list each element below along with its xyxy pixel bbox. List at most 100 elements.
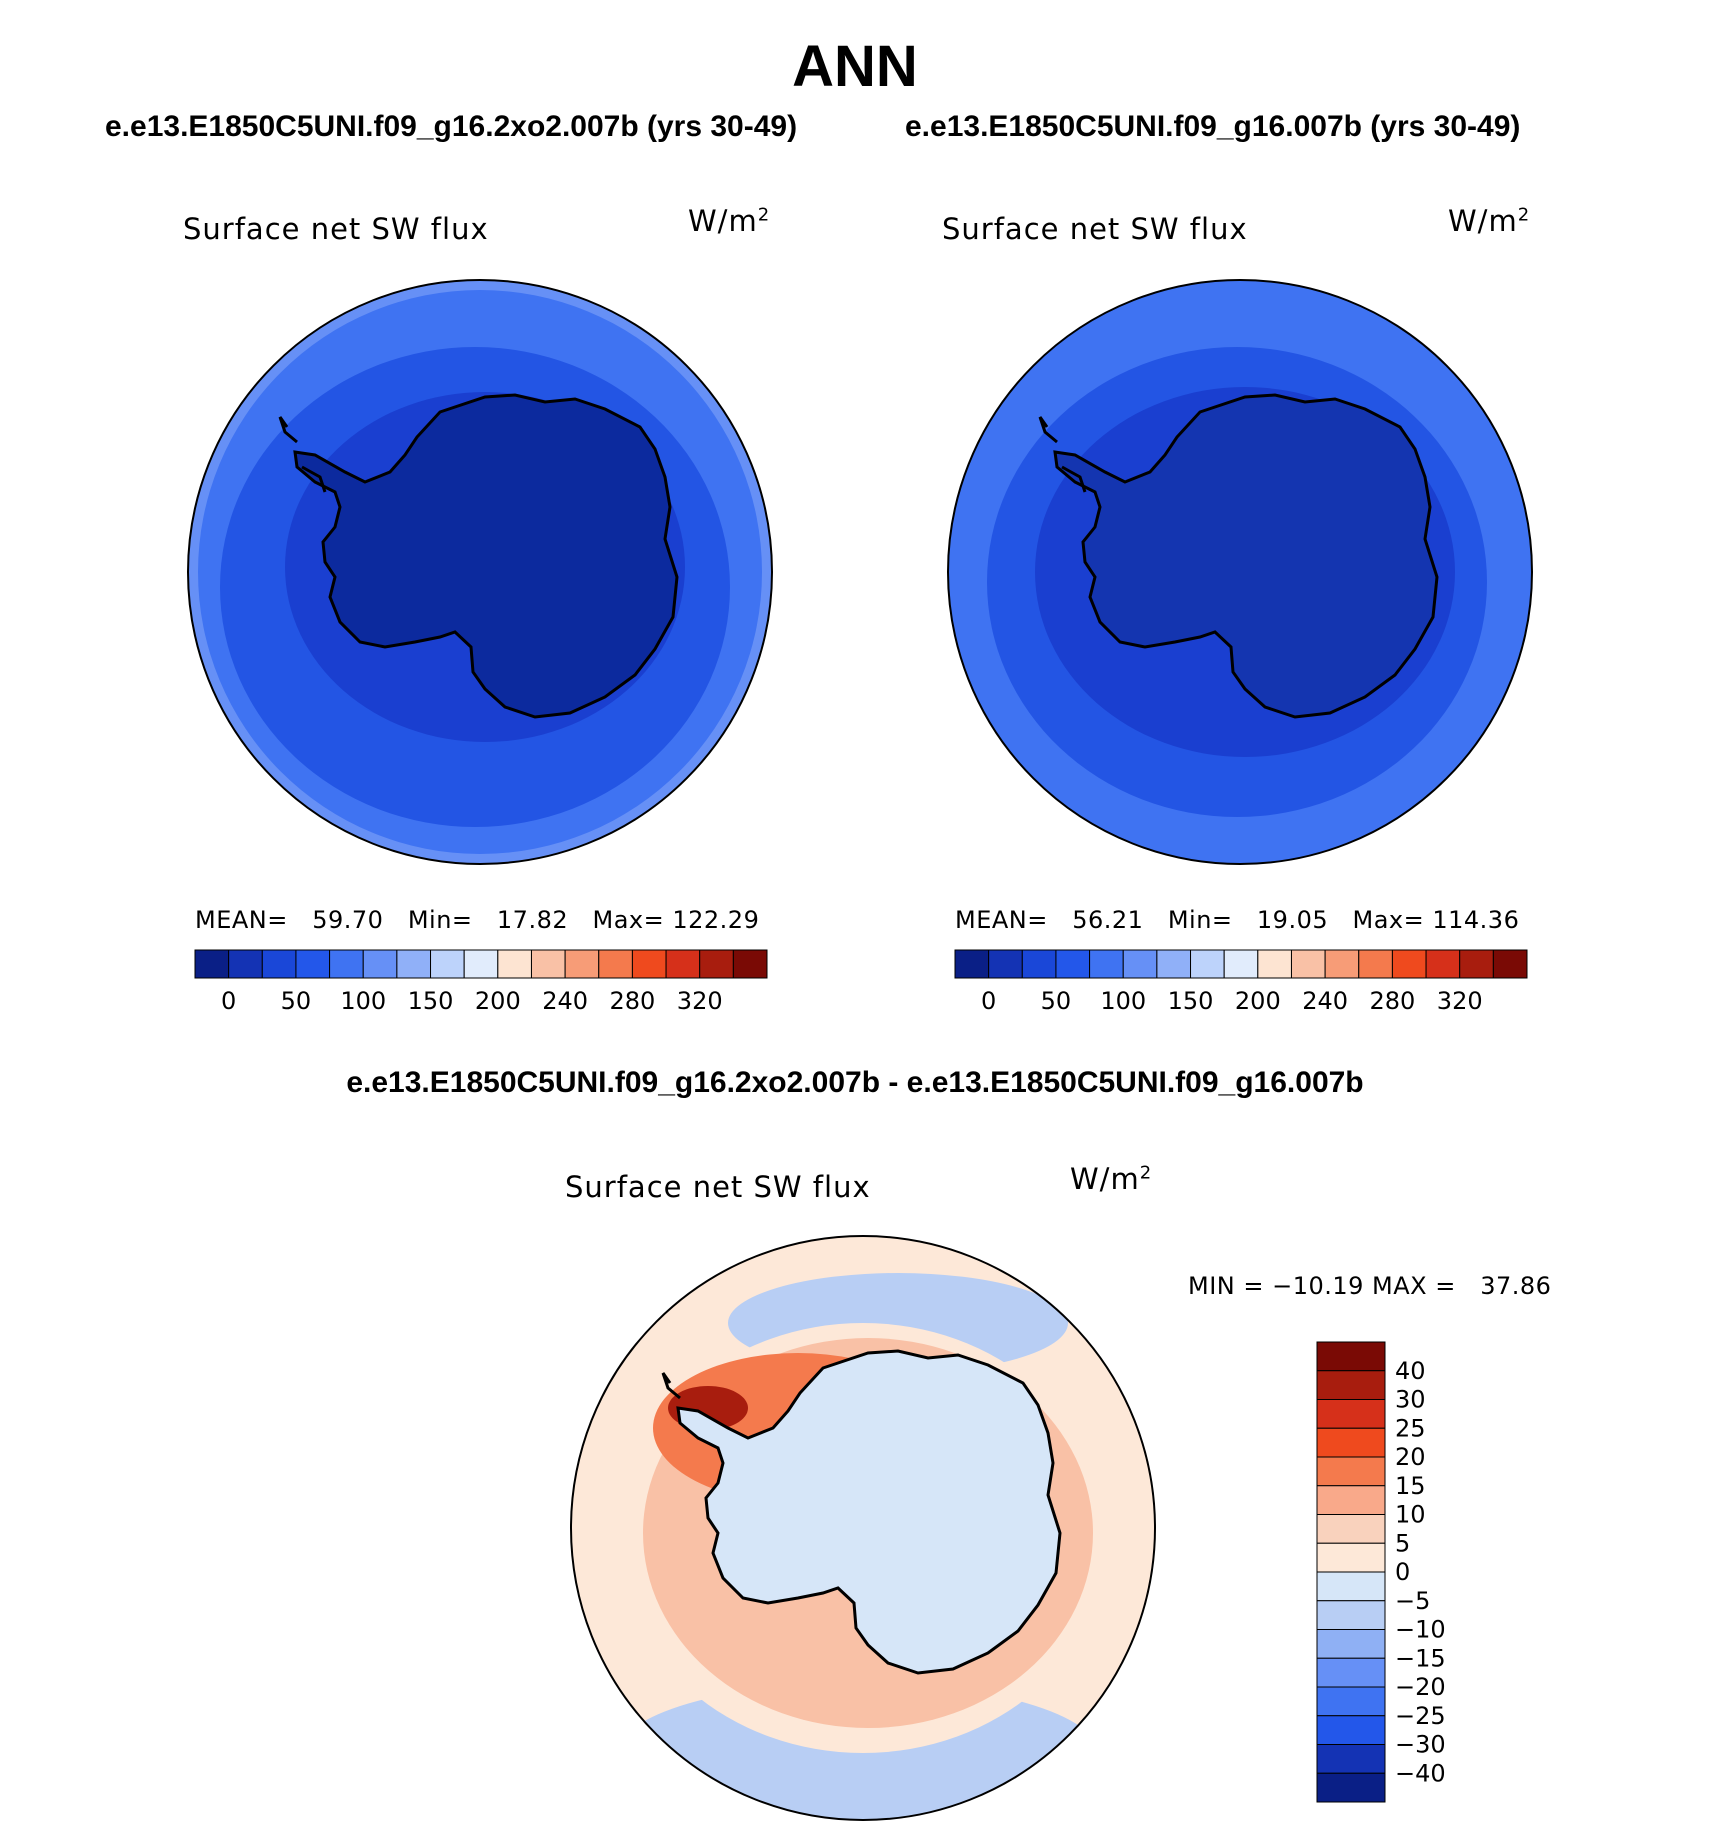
units-base-diff: W/m: [1070, 1162, 1140, 1196]
polar-map-difference: [570, 1235, 1156, 1821]
colorbar-swatch: [497, 949, 532, 979]
colorbar-tick-label: 200: [475, 987, 521, 1015]
colorbar-swatch: [1316, 1456, 1386, 1487]
colorbar-swatch: [1316, 1485, 1386, 1515]
colorbar-tick-label: 240: [1302, 987, 1348, 1015]
colorbar-swatch: [1316, 1571, 1386, 1602]
difference-title: e.e13.E1850C5UNI.f09_g16.2xo2.007b - e.e…: [346, 1066, 1364, 1099]
units-label-right: W/m2: [1448, 204, 1530, 238]
colorbar-swatch: [1316, 1744, 1386, 1774]
units-label-left: W/m2: [688, 204, 770, 238]
colorbar-swatch: [1316, 1629, 1386, 1659]
case-title-right: e.e13.E1850C5UNI.f09_g16.007b (yrs 30-49…: [905, 110, 1521, 143]
colorbar-swatch: [329, 949, 364, 979]
colorbar-swatch: [1021, 949, 1057, 979]
units-exp-diff: 2: [1139, 1162, 1153, 1184]
variable-label-left: Surface net SW flux: [183, 212, 489, 246]
antarctic-peninsula-coast: [1038, 416, 1058, 444]
colorbar-swatch: [564, 949, 600, 979]
colorbar-tick-label: 200: [1235, 987, 1281, 1015]
ross-ice-edge: [301, 465, 327, 493]
colorbar-tick-label: −40: [1395, 1759, 1446, 1787]
units-base-left: W/m: [688, 204, 758, 238]
map-border: [187, 279, 773, 865]
stats-right: MEAN= 56.21 Min= 19.05 Max= 114.36: [955, 906, 1520, 934]
colorbar-tick-label: 150: [1168, 987, 1214, 1015]
colorbar-swatch: [732, 949, 768, 979]
colorbar-swatch: [1492, 949, 1528, 979]
antarctic-peninsula-coast: [278, 416, 298, 444]
colorbar-tick-label: 40: [1395, 1357, 1426, 1385]
colorbar-swatch: [530, 949, 566, 979]
colorbar-tick-label: −15: [1395, 1644, 1446, 1672]
colorbar-tick-label: −5: [1395, 1587, 1430, 1615]
colorbar-swatch: [1459, 949, 1494, 979]
colorbar-swatch: [1316, 1686, 1386, 1717]
colorbar-tick-label: 50: [1041, 987, 1072, 1015]
variable-label-right: Surface net SW flux: [942, 212, 1248, 246]
colorbar-tick-label: 150: [408, 987, 454, 1015]
colorbar-tick-label: 25: [1395, 1414, 1426, 1442]
colorbar-swatch: [699, 949, 734, 979]
polar-map-left: [187, 279, 773, 865]
colorbar-tick-label: 50: [281, 987, 312, 1015]
antarctic-peninsula-coast: [661, 1372, 681, 1400]
colorbar-swatch: [261, 949, 297, 979]
colorbar-tick-label: 100: [1100, 987, 1146, 1015]
colorbar-tick-label: 0: [981, 987, 996, 1015]
colorbar-tick-label: 0: [1395, 1558, 1410, 1586]
colorbar-swatch: [1316, 1341, 1386, 1372]
colorbar-swatch: [463, 949, 499, 979]
colorbar-tick-label: −30: [1395, 1731, 1446, 1759]
colorbar-left: 0 50 100 150 200 240 280 320: [194, 949, 768, 1015]
colorbar-swatch: [1223, 949, 1259, 979]
antarctica-landmass: [676, 1349, 1062, 1675]
colorbar-swatch: [295, 949, 331, 979]
colorbar-swatch: [631, 949, 667, 979]
colorbar-tick-label: 30: [1395, 1386, 1426, 1414]
colorbar-swatch: [1358, 949, 1393, 979]
colorbar-swatch: [430, 949, 465, 979]
antarctica-landmass: [293, 393, 679, 719]
colorbar-swatch: [1316, 1657, 1386, 1688]
colorbar-swatch: [1316, 1600, 1386, 1630]
colorbar-tick-label: −20: [1395, 1673, 1446, 1701]
colorbar-tick-label: 5: [1395, 1529, 1410, 1557]
colorbar-swatch: [1190, 949, 1225, 979]
colorbar-swatch: [1089, 949, 1124, 979]
colorbar-swatch: [362, 949, 398, 979]
stats-left: MEAN= 59.70 Min= 17.82 Max= 122.29: [195, 906, 760, 934]
units-base-right: W/m: [1448, 204, 1518, 238]
colorbar-swatch: [1257, 949, 1292, 979]
colorbar-swatch: [1316, 1514, 1386, 1544]
colorbar-tick-label: 280: [1370, 987, 1416, 1015]
colorbar-swatch: [228, 949, 263, 979]
colorbar-tick-label: 100: [340, 987, 386, 1015]
colorbar-tick-label: 280: [610, 987, 656, 1015]
polar-map-right: [947, 279, 1533, 865]
colorbar-swatch: [1316, 1772, 1386, 1803]
colorbar-swatch: [954, 949, 990, 979]
colorbar-tick-label: 0: [221, 987, 236, 1015]
map-border: [947, 279, 1533, 865]
colorbar-swatch: [665, 949, 701, 979]
colorbar-swatch: [1316, 1542, 1386, 1573]
colorbar-swatch: [1316, 1427, 1386, 1458]
colorbar-tick-label: 320: [677, 987, 723, 1015]
colorbar-swatch: [1122, 949, 1158, 979]
colorbar-swatch: [1290, 949, 1326, 979]
colorbar-tick-label: −10: [1395, 1616, 1446, 1644]
units-label-diff: W/m2: [1070, 1162, 1152, 1196]
ross-ice-edge: [1061, 465, 1087, 493]
variable-label-diff: Surface net SW flux: [565, 1170, 871, 1204]
colorbar-swatch: [1055, 949, 1091, 979]
colorbar-swatch: [1425, 949, 1461, 979]
colorbar-tick-label: 10: [1395, 1501, 1426, 1529]
colorbar-swatch: [988, 949, 1023, 979]
colorbar-tick-label: 20: [1395, 1443, 1426, 1471]
colorbar-swatch: [598, 949, 633, 979]
colorbar-swatch: [396, 949, 432, 979]
colorbar-swatch: [1316, 1370, 1386, 1400]
colorbar-swatch: [1391, 949, 1427, 979]
